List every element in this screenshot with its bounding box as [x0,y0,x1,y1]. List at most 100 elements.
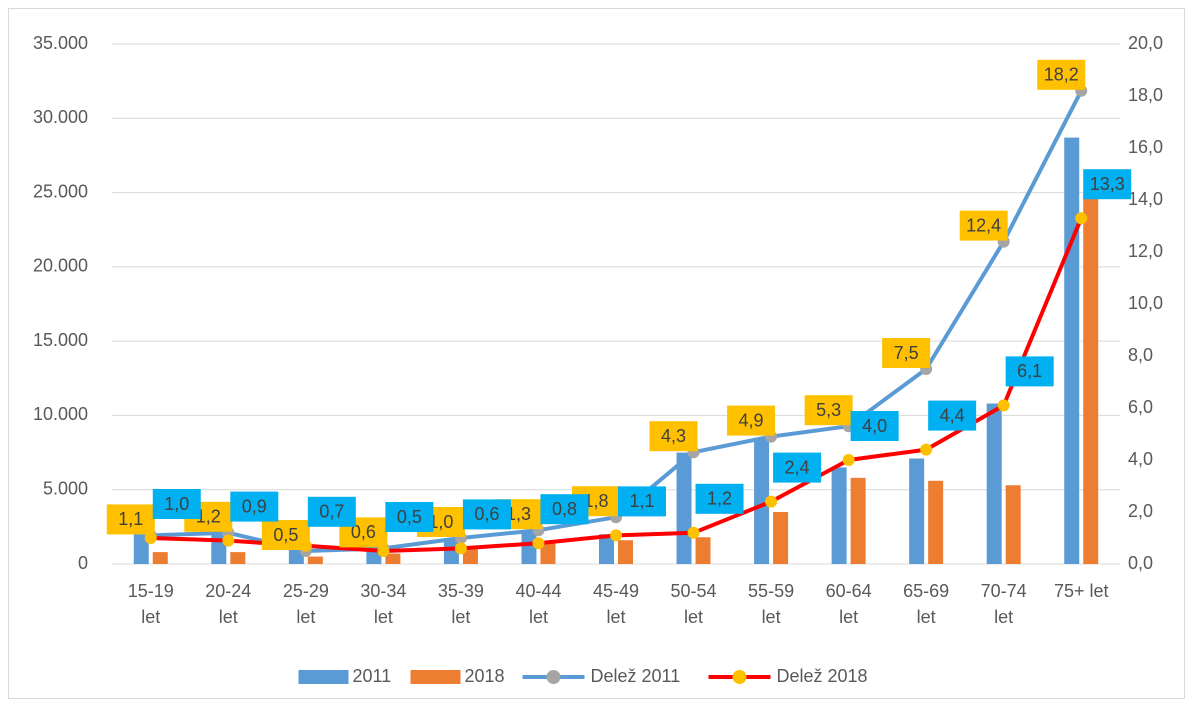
y2-tick-label: 12,0 [1128,241,1163,261]
legend-marker [546,670,561,684]
marker [454,542,467,555]
bar [676,452,692,564]
data-label: 13,3 [1090,174,1125,194]
data-label: 1,1 [629,491,654,511]
y-tick-label: 15.000 [33,330,88,350]
y2-tick-label: 14,0 [1128,189,1163,209]
data-label: 0,5 [397,507,422,527]
bar [618,540,633,564]
data-label-box [152,489,201,519]
bar [928,480,944,564]
data-label: 0,5 [273,525,298,545]
data-label: 0,6 [474,504,499,524]
data-label-box [1005,356,1054,387]
bar [695,537,711,564]
data-label-box [649,421,698,452]
x-tick-line: let [839,607,858,627]
bar [540,543,556,564]
data-label-box [230,491,279,522]
bar [909,458,925,564]
data-label-box [882,338,931,368]
data-label: 0,9 [242,496,267,516]
x-tick-line: let [684,607,703,627]
y2-tick-label: 6,0 [1128,397,1153,417]
legend-label: Delež 2018 [777,666,868,686]
x-tick-line: 15-19 [128,581,174,601]
data-label-box [850,411,899,441]
data-label: 4,0 [862,416,887,436]
x-tick-label: 65-69 let [903,581,949,627]
y2-tick-label: 2,0 [1128,501,1153,521]
data-label-box [928,400,977,431]
data-label: 1,0 [164,494,189,514]
data-label-box [1037,59,1086,90]
data-label-box [106,504,155,535]
x-tick-label: 20-24 let [205,581,251,627]
y2-tick-label: 8,0 [1128,345,1153,365]
data-label-box [695,483,744,514]
y-tick-label: 10.000 [33,404,88,424]
data-label: 1,2 [707,489,732,509]
x-tick-line: 40-44 [515,581,561,601]
y2-tick-label: 0,0 [1128,553,1153,573]
marker [997,399,1010,412]
bar [366,549,382,564]
x-tick-label: 45-49 let [593,581,639,627]
marker [765,495,778,508]
x-tick-line: 65-69 [903,581,949,601]
x-tick-line: 30-34 [360,581,406,601]
x-tick-line: let [141,607,160,627]
y2-tick-label: 18,0 [1128,85,1163,105]
x-tick-line: let [762,607,781,627]
data-label: 18,2 [1044,65,1079,85]
x-tick-label: 70-74 let [981,581,1027,627]
y-tick-label: 35.000 [33,33,88,53]
x-tick-label: 35-39 let [438,581,484,627]
bar [850,477,866,564]
bar [462,549,478,564]
legend-label: 2018 [465,666,505,686]
x-tick-line: let [529,607,548,627]
data-label-box [261,520,310,550]
bar [1083,194,1099,565]
y-tick-label: 5.000 [43,478,88,498]
x-tick-line: let [917,607,936,627]
bar [521,531,537,564]
data-label-box [773,452,822,483]
data-label: 6,1 [1017,361,1042,381]
data-label-box [385,502,434,532]
bar [599,534,614,564]
data-label-box [462,499,511,530]
data-label: 5,3 [816,400,841,420]
bar [385,553,401,564]
x-tick-line: let [606,607,625,627]
bar [443,538,459,564]
data-label: 4,9 [739,410,764,430]
y2-tick-label: 20,0 [1128,33,1163,53]
x-tick-label: 40-44 let [515,581,561,627]
x-tick-label: 25-29 let [283,581,329,627]
data-label-box [307,496,356,527]
y2-tick-label: 10,0 [1128,293,1163,313]
legend-swatch [410,670,461,684]
x-tick-line: let [219,607,238,627]
marker [687,526,700,539]
data-label-box [1083,169,1132,200]
data-label-box [804,395,853,426]
x-tick-label: 75+ let [1054,581,1109,601]
data-label-box [540,494,589,525]
x-tick-line: 20-24 [205,581,251,601]
marker [1075,212,1088,225]
x-tick-label: 15-19 let [128,581,174,627]
x-tick-line: 55-59 [748,581,794,601]
y-tick-label: 30.000 [33,107,88,127]
legend-label: 2011 [353,666,392,686]
bar [831,467,847,564]
data-label: 4,4 [940,405,965,425]
x-tick-line: let [994,607,1013,627]
chart-border [8,8,1185,699]
data-label: 1,8 [583,491,608,511]
bar [986,403,1002,564]
x-tick-label: 30-34 let [360,581,406,627]
data-label: 2,4 [785,457,810,477]
